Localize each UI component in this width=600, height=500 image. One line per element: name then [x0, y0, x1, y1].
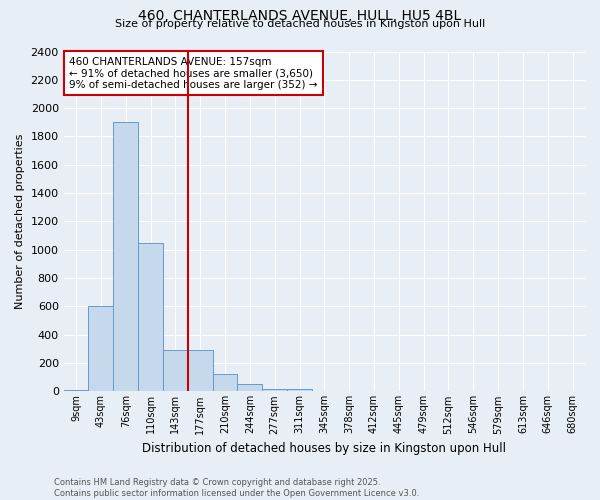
Bar — [287, 390, 312, 392]
Bar — [212, 374, 238, 392]
Bar — [262, 390, 287, 392]
Bar — [312, 390, 337, 392]
Bar — [238, 384, 262, 392]
Text: Size of property relative to detached houses in Kingston upon Hull: Size of property relative to detached ho… — [115, 19, 485, 29]
Text: 460, CHANTERLANDS AVENUE, HULL, HU5 4BL: 460, CHANTERLANDS AVENUE, HULL, HU5 4BL — [139, 9, 461, 23]
Bar — [163, 350, 188, 392]
Bar — [337, 390, 362, 392]
Text: Contains HM Land Registry data © Crown copyright and database right 2025.
Contai: Contains HM Land Registry data © Crown c… — [54, 478, 419, 498]
Bar — [113, 122, 138, 392]
X-axis label: Distribution of detached houses by size in Kingston upon Hull: Distribution of detached houses by size … — [142, 442, 506, 455]
Y-axis label: Number of detached properties: Number of detached properties — [15, 134, 25, 309]
Bar — [88, 306, 113, 392]
Text: 460 CHANTERLANDS AVENUE: 157sqm
← 91% of detached houses are smaller (3,650)
9% : 460 CHANTERLANDS AVENUE: 157sqm ← 91% of… — [69, 56, 317, 90]
Bar — [64, 390, 88, 392]
Bar — [188, 350, 212, 392]
Bar — [138, 242, 163, 392]
